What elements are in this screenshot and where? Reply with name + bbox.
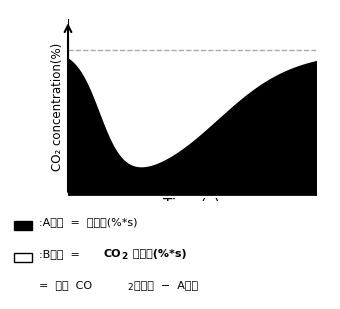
Text: =  전체  CO: = 전체 CO <box>39 280 92 290</box>
Y-axis label: CO₂ concentration(%): CO₂ concentration(%) <box>51 42 64 171</box>
Text: :A면적  =  적분값(%*s): :A면적 = 적분값(%*s) <box>39 218 138 227</box>
Text: 2: 2 <box>128 283 133 292</box>
Text: 고정량(%*s): 고정량(%*s) <box>129 249 186 259</box>
FancyBboxPatch shape <box>14 253 32 263</box>
Text: CO: CO <box>104 249 121 259</box>
Text: 2: 2 <box>121 252 127 261</box>
FancyBboxPatch shape <box>14 221 32 230</box>
Text: 공급량  −  A면적: 공급량 − A면적 <box>134 280 199 290</box>
Text: :B면적  =: :B면적 = <box>39 249 87 259</box>
X-axis label: Time(s): Time(s) <box>164 197 221 213</box>
